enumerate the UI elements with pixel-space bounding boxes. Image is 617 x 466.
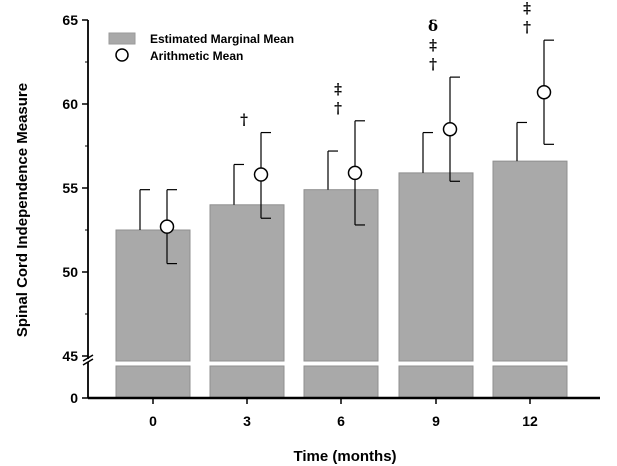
bar xyxy=(398,172,474,362)
x-tick-label: 12 xyxy=(522,413,538,429)
bar-lower-segment xyxy=(209,365,285,399)
mean-point xyxy=(442,121,458,137)
axis-break-mark xyxy=(82,354,94,362)
significance-marker: δ xyxy=(428,17,438,35)
significance-marker: † xyxy=(429,55,437,73)
y-tick-label: 65 xyxy=(62,12,78,28)
significance-marker: † xyxy=(334,99,342,117)
axis-break-mark xyxy=(82,358,94,366)
x-axis-title: Time (months) xyxy=(293,448,396,465)
mean-point xyxy=(253,167,269,182)
plot-area: ††‡†‡δ†‡δ65605550450036912 xyxy=(62,0,600,429)
legend-swatch-bar xyxy=(108,32,136,45)
significance-marker: ‡ xyxy=(429,36,437,54)
x-tick-label: 3 xyxy=(243,413,251,429)
legend-label-bar: Estimated Marginal Mean xyxy=(150,32,294,46)
y-tick-label: 50 xyxy=(62,264,78,280)
mean-point xyxy=(347,165,363,181)
y-tick-label: 0 xyxy=(70,390,78,406)
x-tick-label: 6 xyxy=(337,413,345,429)
significance-marker: ‡ xyxy=(334,80,342,98)
y-axis-title: Spinal Cord Independence Measure xyxy=(14,83,31,337)
bar-lower-segment xyxy=(492,365,568,399)
bar xyxy=(209,204,285,362)
bar-lower-segment xyxy=(115,365,191,399)
significance-marker: † xyxy=(240,111,248,129)
mean-point xyxy=(536,84,552,100)
legend-label-circle: Arithmetic Mean xyxy=(150,49,243,63)
y-tick-label: 45 xyxy=(62,348,78,364)
significance-marker: † xyxy=(523,18,531,36)
x-tick-label: 9 xyxy=(432,413,440,429)
y-tick-label: 60 xyxy=(62,96,78,112)
legend: Estimated Marginal Mean Arithmetic Mean xyxy=(108,32,294,63)
x-tick-label: 0 xyxy=(149,413,157,429)
bar-lower-segment xyxy=(398,365,474,399)
bar xyxy=(115,229,191,362)
mean-point xyxy=(159,219,175,234)
y-tick-label: 55 xyxy=(62,180,78,196)
bar xyxy=(492,160,568,362)
significance-marker: ‡ xyxy=(523,0,531,17)
bar xyxy=(303,189,379,362)
bar-lower-segment xyxy=(303,365,379,399)
legend-marker-circle xyxy=(115,48,129,62)
